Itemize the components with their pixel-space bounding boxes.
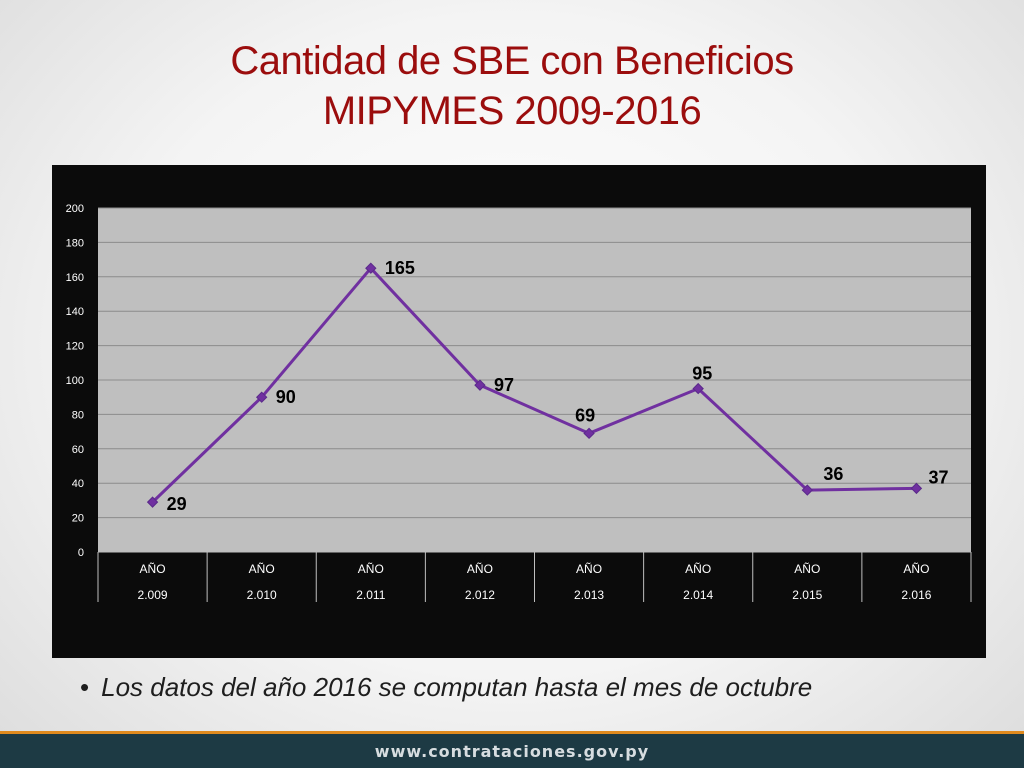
x-category-label: AÑO	[794, 562, 820, 576]
data-label: 90	[276, 387, 296, 407]
data-label: 97	[494, 375, 514, 395]
x-category-label: AÑO	[685, 562, 711, 576]
x-category-label: 2.009	[138, 588, 168, 602]
x-category-label: 2.015	[792, 588, 822, 602]
y-tick-label: 80	[72, 409, 84, 421]
data-label: 165	[385, 258, 415, 278]
x-category-label: 2.012	[465, 588, 495, 602]
data-point	[801, 484, 814, 496]
x-category-label: AÑO	[576, 562, 602, 576]
y-tick-label: 180	[66, 237, 84, 249]
x-category-label: 2.014	[683, 588, 713, 602]
data-point	[146, 496, 159, 508]
y-tick-label: 0	[78, 547, 84, 559]
x-category-label: AÑO	[903, 562, 929, 576]
y-tick-label: 60	[72, 444, 84, 456]
y-tick-label: 120	[66, 341, 84, 353]
data-point	[474, 379, 486, 391]
x-category-label: AÑO	[358, 562, 384, 576]
data-label: 37	[928, 467, 948, 487]
x-category-label: 2.010	[247, 588, 277, 602]
footnote-text: Los datos del año 2016 se computan hasta…	[101, 672, 813, 702]
y-tick-label: 100	[66, 375, 84, 387]
footer-url: www.contrataciones.gov.py	[374, 742, 650, 761]
title-line-2: MIPYMES 2009-2016	[322, 89, 702, 133]
y-tick-label: 200	[66, 203, 84, 215]
data-label: 95	[692, 364, 712, 384]
y-tick-label: 20	[72, 513, 84, 525]
y-tick-label: 160	[66, 272, 84, 284]
x-category-label: 2.011	[356, 588, 385, 602]
x-category-label: AÑO	[467, 562, 493, 576]
data-point	[255, 391, 268, 403]
x-category-label: AÑO	[140, 562, 166, 576]
chart-canvas: 0 20 40 60 80 100 120 140 160 180 200 AÑO 2.009 AÑO 2.…	[66, 203, 972, 602]
line-chart: 0 20 40 60 80 100 120 140 160 180 200 AÑO 2.009 AÑO 2.…	[52, 165, 986, 658]
data-point	[365, 262, 377, 274]
slide-title: Cantidad de SBE con Beneficios MIPYMES 2…	[0, 36, 1024, 136]
data-label: 29	[167, 494, 187, 514]
y-tick-label: 40	[72, 478, 84, 490]
footnote: • Los datos del año 2016 se computan hast…	[80, 672, 1000, 703]
data-point	[692, 382, 704, 395]
x-category-label: 2.016	[901, 588, 931, 602]
data-point	[910, 482, 923, 495]
x-category-label: 2.013	[574, 588, 604, 602]
title-line-1: Cantidad de SBE con Beneficios	[230, 39, 794, 83]
footer-accent-line	[0, 731, 1024, 734]
footer-bar: www.contrataciones.gov.py	[0, 734, 1024, 768]
data-label: 36	[823, 464, 843, 484]
data-label: 69	[575, 405, 595, 425]
x-category-label: AÑO	[249, 562, 275, 576]
data-point	[583, 427, 595, 440]
series-line	[151, 266, 917, 504]
y-tick-label: 140	[66, 306, 84, 318]
bullet-icon: •	[80, 672, 90, 702]
